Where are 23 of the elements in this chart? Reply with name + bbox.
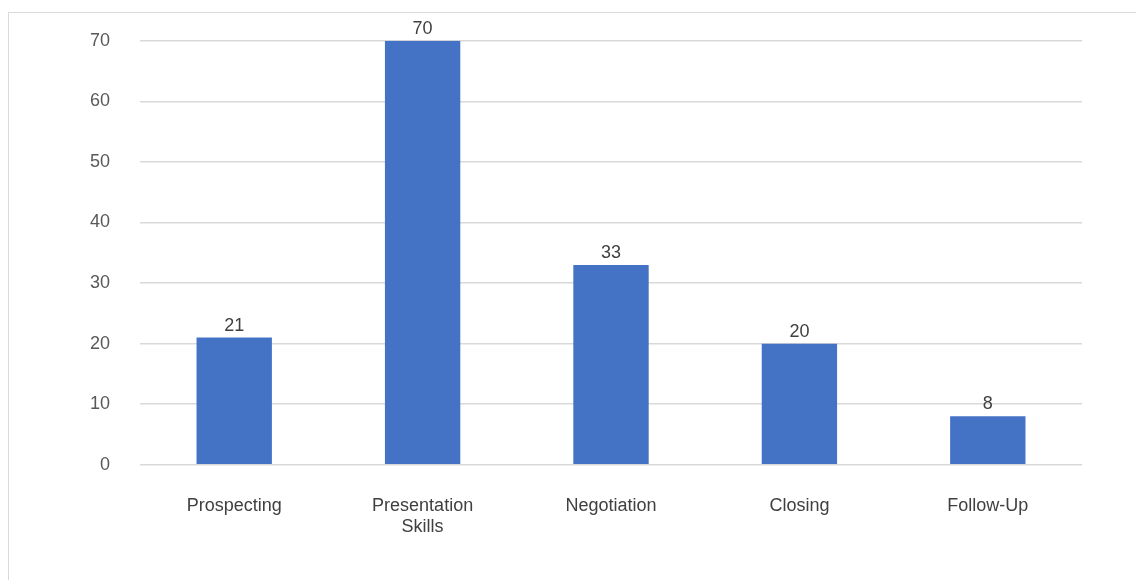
- y-tick-label: 20: [89, 332, 111, 353]
- y-tick-label: 70: [89, 29, 111, 50]
- x-tick-label: Prospecting: [186, 494, 282, 515]
- bar: [196, 337, 272, 465]
- bar: [573, 264, 649, 465]
- x-tick-label: Closing: [769, 494, 830, 515]
- y-tick-label: 10: [89, 393, 111, 414]
- bar: [384, 40, 461, 465]
- bar: [950, 416, 1026, 465]
- y-tick-label: 0: [100, 453, 111, 474]
- y-tick-label: 50: [89, 150, 111, 171]
- bar: [761, 343, 838, 465]
- x-tick-label: Presentation Skills: [372, 494, 474, 537]
- x-tick-label: Follow-Up: [947, 494, 1029, 515]
- y-tick-label: 60: [89, 90, 111, 111]
- x-tick-label: Negotiation: [565, 494, 657, 515]
- y-tick-label: 30: [89, 272, 111, 293]
- data-label: 70: [412, 17, 433, 38]
- data-label: 33: [601, 241, 622, 262]
- y-tick-label: 40: [89, 211, 111, 232]
- data-label: 20: [789, 320, 810, 341]
- data-label: 8: [982, 393, 993, 414]
- data-label: 21: [224, 314, 245, 335]
